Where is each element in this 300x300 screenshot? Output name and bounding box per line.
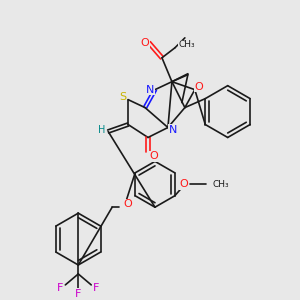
Text: O: O — [124, 199, 133, 209]
Text: CH₃: CH₃ — [213, 180, 230, 189]
Text: F: F — [93, 283, 99, 293]
Text: N: N — [146, 85, 154, 95]
Text: F: F — [57, 283, 64, 293]
Text: H: H — [98, 124, 106, 134]
Text: CH₃: CH₃ — [179, 40, 196, 49]
Text: O: O — [194, 82, 203, 92]
Text: O: O — [150, 152, 158, 161]
Text: O: O — [141, 38, 149, 48]
Text: S: S — [119, 92, 127, 102]
Text: F: F — [75, 289, 82, 299]
Text: N: N — [169, 124, 177, 134]
Text: O: O — [179, 179, 188, 189]
